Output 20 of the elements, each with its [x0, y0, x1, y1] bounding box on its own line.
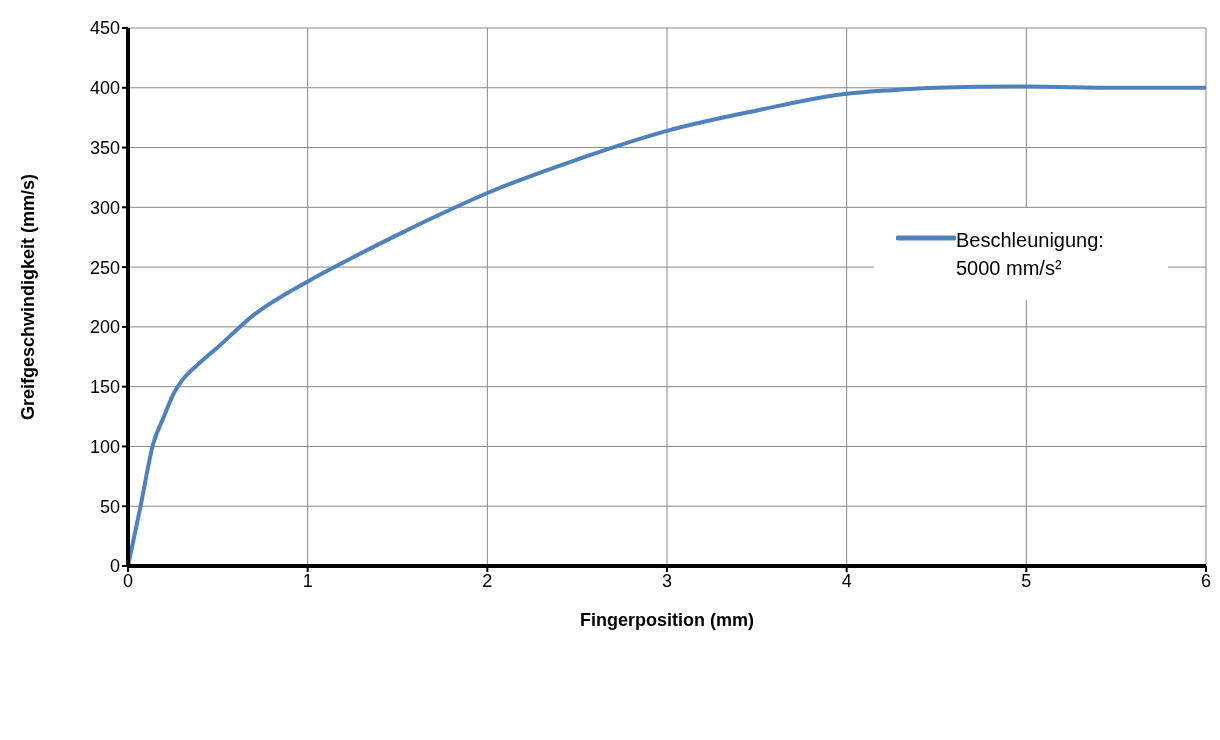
y-tick-label: 150	[89, 377, 120, 398]
x-tick-label: 3	[661, 570, 673, 591]
x-tick-label: 0	[122, 570, 134, 591]
y-tick-label: 0	[109, 556, 120, 577]
x-tick-label: 4	[841, 570, 852, 591]
y-tick-label: 250	[89, 257, 120, 278]
y-tick-label: 400	[89, 78, 120, 99]
x-tick-label: 6	[1200, 570, 1212, 591]
x-axis-title: Fingerposition (mm)	[580, 610, 754, 630]
y-tick-label: 100	[89, 436, 120, 457]
y-tick-label: 450	[89, 18, 120, 39]
y-tick-label: 350	[89, 137, 120, 158]
x-tick-label: 2	[482, 570, 493, 591]
y-tick-label: 50	[99, 496, 120, 517]
y-axis-title: Greifgeschwindigkeit (mm/s)	[18, 173, 39, 421]
legend-label: Beschleunigung: 5000 mm/s²	[956, 228, 1105, 281]
y-tick-label: 200	[89, 317, 120, 338]
x-tick-label: 5	[1021, 570, 1032, 591]
x-tick-label: 1	[302, 570, 313, 591]
y-tick-label: 300	[89, 197, 120, 218]
